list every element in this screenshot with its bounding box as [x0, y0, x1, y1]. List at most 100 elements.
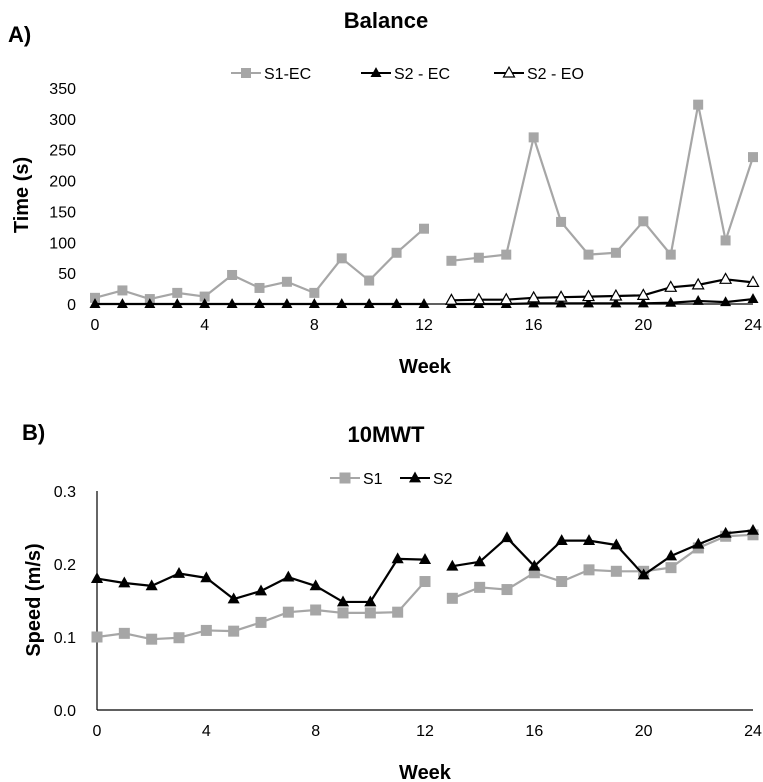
- panel-b-point-s2: [254, 584, 268, 596]
- panel-a-label: A): [8, 22, 31, 47]
- panel-a-point-s2-eo: [554, 290, 568, 302]
- panel-a-point-s1-ec: [254, 282, 265, 293]
- panel-b-x-tick-label: 12: [416, 723, 434, 740]
- panel-a-point-s2-eo: [609, 288, 623, 301]
- panel-a-tick-labels: 0 4 8 12 16 20 24 0 50 100 150 200 250 300 350: [49, 81, 762, 334]
- panel-a-point-s1-ec: [693, 99, 704, 110]
- panel-a-point-s2-ec: [720, 296, 732, 307]
- panel-a-point-s2-eo: [664, 280, 678, 292]
- panel-a-point-s2-ec: [610, 297, 622, 308]
- panel-a-point-s2-eo: [691, 277, 705, 290]
- panel-a-legend-swatch-marker: [502, 65, 516, 78]
- panel-a-point-s1-ec: [638, 216, 649, 227]
- panel-a-x-tick-label: 20: [634, 317, 652, 334]
- panel-a-point-s2-ec: [665, 296, 677, 307]
- panel-b-x-tick-label: 0: [93, 723, 102, 740]
- panel-b-legend: S1 S2: [330, 471, 453, 488]
- panel-a-y-axis-title: Time (s): [11, 157, 33, 233]
- panel-a-legend-item-s1-ec: S1-EC: [231, 66, 311, 83]
- panel-a-legend-label: S1-EC: [264, 66, 311, 83]
- panel-a-point-s2-ec: [199, 298, 211, 308]
- panel-b-legend-item-s2: S2: [400, 471, 453, 488]
- panel-b-x-tick-label: 24: [744, 723, 762, 740]
- panel-b-point-s1: [200, 624, 212, 636]
- panel-a-legend-item-s2-ec: S2 - EC: [361, 66, 450, 83]
- panel-b-line-s2: [452, 529, 754, 577]
- panel-b-point-s2: [610, 538, 623, 550]
- panel-b-point-s2: [692, 537, 705, 549]
- panel-b-point-s1: [665, 562, 677, 574]
- panel-a-x-tick-label: 16: [525, 317, 543, 334]
- panel-b-point-s1: [282, 606, 294, 618]
- panel-a-point-s1-ec: [199, 291, 210, 302]
- panel-b-point-s2: [500, 531, 514, 543]
- panel-a-point-s2-ec: [336, 298, 348, 308]
- panel-a-point-s1-ec: [610, 247, 621, 258]
- panel-a-point-s2-ec: [89, 298, 101, 308]
- panel-b-legend-label: S2: [433, 471, 453, 488]
- panel-a-legend-swatch-marker: [370, 67, 382, 77]
- panel-a-y-tick-label: 0: [67, 297, 76, 314]
- panel-b-point-s2: [282, 570, 295, 582]
- panel-b-point-s2: [418, 553, 432, 565]
- panel-b-point-s2: [528, 559, 541, 571]
- panel-b-point-s2: [200, 571, 213, 583]
- panel-a-point-s2-ec: [363, 298, 375, 308]
- panel-a-y-tick-label: 350: [49, 81, 76, 98]
- panel-a-y-tick-label: 150: [49, 204, 76, 221]
- panel-b-point-s2: [118, 576, 131, 588]
- panel-b-x-tick-label: 4: [202, 723, 211, 740]
- panel-b-point-s1: [364, 607, 376, 619]
- panel-b-series: [90, 523, 760, 645]
- panel-a-point-s1-ec: [556, 216, 567, 227]
- panel-a-point-s2-ec: [692, 295, 704, 305]
- panel-a-point-s2-ec: [308, 298, 320, 308]
- panel-b-point-s2: [145, 579, 158, 591]
- panel-b-legend-swatch-marker: [339, 472, 351, 484]
- panel-a-legend-swatch-marker: [241, 68, 251, 78]
- panel-a-point-s2-ec: [418, 298, 430, 308]
- panel-a-point-s1-ec: [364, 275, 375, 286]
- panel-a-x-tick-label: 4: [200, 317, 209, 334]
- panel-b-point-s1: [528, 567, 540, 579]
- panel-a-y-tick-label: 100: [49, 235, 76, 252]
- panel-a-point-s2-eo: [719, 272, 733, 284]
- panel-b-y-tick-label: 0.2: [54, 557, 76, 574]
- panel-a-point-s2-ec: [281, 298, 293, 308]
- panel-a-point-s2-ec: [144, 298, 156, 308]
- panel-a-series-s1-ec: [90, 99, 758, 305]
- panel-b-point-s2: [227, 592, 240, 604]
- panel-b-point-s1: [392, 606, 404, 618]
- panel-a-point-s1-ec: [117, 285, 128, 296]
- panel-a-point-s1-ec: [720, 235, 731, 246]
- panel-a-point-s2-eo: [499, 292, 513, 305]
- panel-a-y-tick-label: 250: [49, 143, 76, 160]
- panel-b-x-tick-label: 8: [311, 723, 320, 740]
- panel-a-x-tick-label: 8: [310, 317, 319, 334]
- panel-b-title: 10MWT: [348, 422, 426, 447]
- panel-b-point-s2: [719, 526, 732, 538]
- panel-b-point-s1: [419, 576, 431, 588]
- panel-a-legend-item-s2-eo: S2 - EO: [494, 65, 584, 83]
- panel-a: A) Balance S1-EC S2 - EC S2 - EO Time (s) …: [8, 8, 762, 378]
- panel-a-point-s2-eo: [581, 289, 596, 302]
- panel-b-point-s1: [474, 581, 486, 593]
- panel-a-y-tick-label: 200: [49, 174, 76, 191]
- panel-a-point-s2-ec: [528, 297, 540, 308]
- panel-b-x-tick-label: 20: [635, 723, 653, 740]
- panel-a-title: Balance: [344, 8, 428, 33]
- panel-a-point-s1-ec: [90, 292, 100, 303]
- panel-b-point-s2: [446, 559, 459, 571]
- panel-b-x-tick-label: 16: [525, 723, 543, 740]
- panel-a-point-s1-ec: [281, 276, 292, 287]
- panel-a-point-s2-ec: [555, 297, 567, 308]
- panel-a-point-s1-ec: [473, 252, 484, 263]
- panel-b-tick-labels: 0 4 8 12 16 20 24 0.0 0.1 0.2 0.3: [54, 484, 762, 740]
- panel-b-point-s2: [746, 523, 760, 535]
- panel-a-point-s1-ec: [501, 249, 512, 260]
- panel-b-series-s2: [90, 523, 760, 607]
- panel-a-point-s1-ec: [309, 287, 320, 298]
- panel-b-point-s2: [90, 572, 104, 583]
- panel-b-point-s1: [446, 592, 458, 604]
